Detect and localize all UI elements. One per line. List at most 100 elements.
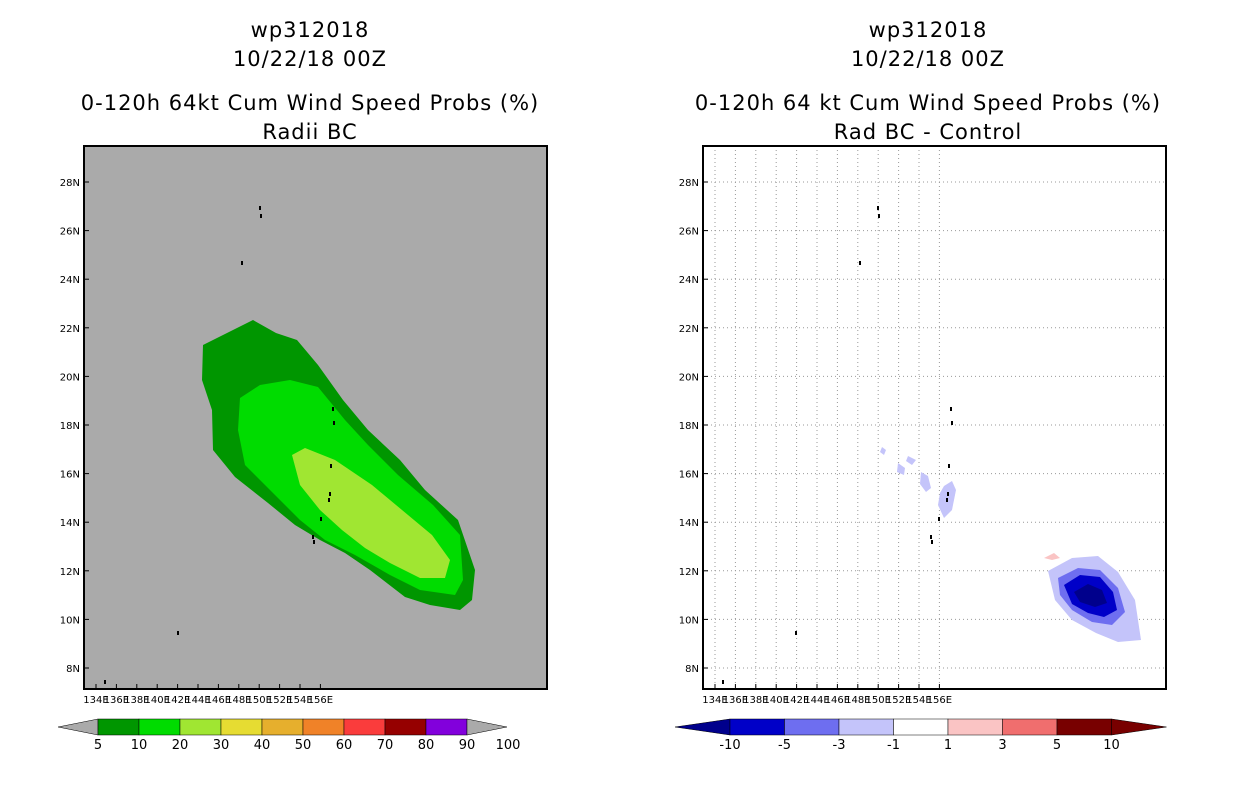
lat-tick-label: 22N xyxy=(679,324,699,335)
lat-tick-label: 8N xyxy=(685,664,699,675)
colorbar-label: -3 xyxy=(833,738,846,753)
lon-tick-label: 134E xyxy=(702,695,727,706)
left-colorbar: 5 10 20 30 40 50 60 70 80 90 100 xyxy=(57,718,521,753)
island xyxy=(946,498,948,502)
right-difference-map: 134E136E138E140E142E144E146E148E150E152E… xyxy=(679,145,1167,706)
colorbar-label: -1 xyxy=(887,738,900,753)
island-markers xyxy=(104,206,335,684)
island xyxy=(328,498,330,502)
colorbar-label: 1 xyxy=(944,738,952,753)
lon-tick-label: 156E xyxy=(927,695,952,706)
lat-tick-label: 12N xyxy=(679,567,699,578)
colorbar-label: 5 xyxy=(94,738,102,753)
lat-tick-label: 20N xyxy=(679,372,699,383)
colorbar-label: 10 xyxy=(1103,738,1120,753)
lon-tick-label: 150E xyxy=(246,695,271,706)
lat-tick-label: 26N xyxy=(60,227,80,238)
colorbar-box xyxy=(1002,718,1058,736)
island xyxy=(332,407,334,411)
lon-tick-label: 152E xyxy=(886,695,911,706)
island xyxy=(948,464,950,468)
lon-tick-label: 148E xyxy=(226,695,251,706)
lat-tick-label: 24N xyxy=(679,275,699,286)
dotted-grid xyxy=(703,146,1166,689)
right-colorbar: -10 -5 -3 -1 1 3 5 10 xyxy=(674,718,1167,753)
colorbar-label: 50 xyxy=(295,738,312,753)
island xyxy=(241,261,243,265)
colorbar-right-arrow xyxy=(466,718,508,736)
colorbar-left-arrow xyxy=(57,718,99,736)
colorbar-label: -10 xyxy=(719,738,740,753)
lon-tick-label: 154E xyxy=(287,695,312,706)
lon-tick-label: 156E xyxy=(308,695,333,706)
lat-tick-label: 18N xyxy=(679,421,699,432)
island xyxy=(931,540,933,544)
island xyxy=(930,535,932,539)
island xyxy=(312,535,314,539)
island xyxy=(329,492,331,496)
colorbar-label: 90 xyxy=(459,738,476,753)
axis-ticks: 134E136E138E140E142E144E146E148E150E152E… xyxy=(679,178,952,706)
island xyxy=(877,206,879,210)
map-frame xyxy=(702,145,1167,690)
colorbar-box xyxy=(343,718,386,736)
lon-tick-label: 144E xyxy=(804,695,829,706)
colorbar-label: 60 xyxy=(336,738,353,753)
lon-tick-label: 136E xyxy=(723,695,748,706)
colorbar-box xyxy=(384,718,427,736)
diff-blob-small-2 xyxy=(897,463,905,475)
lat-tick-label: 14N xyxy=(60,518,80,529)
lon-tick-label: 142E xyxy=(165,695,190,706)
island xyxy=(320,517,322,521)
lat-tick-label: 28N xyxy=(679,178,699,189)
island xyxy=(333,421,335,425)
lat-tick-label: 16N xyxy=(60,470,80,481)
colorbar-label: 100 xyxy=(496,738,521,753)
lat-tick-label: 10N xyxy=(679,615,699,626)
island xyxy=(104,680,106,684)
island xyxy=(947,492,949,496)
colorbar-box xyxy=(893,718,949,736)
colorbar-box xyxy=(425,718,468,736)
island xyxy=(878,214,880,218)
left-storm-id: wp312018 xyxy=(250,18,370,42)
colorbar-box xyxy=(947,718,1003,736)
lat-tick-label: 18N xyxy=(60,421,80,432)
lon-tick-label: 138E xyxy=(124,695,149,706)
lat-tick-label: 16N xyxy=(679,470,699,481)
colorbar-label: 30 xyxy=(213,738,230,753)
colorbar-box xyxy=(302,718,345,736)
colorbar-label: 3 xyxy=(998,738,1006,753)
diff-contour-minus10 xyxy=(1074,584,1107,607)
right-product-title: 0-120h 64 kt Cum Wind Speed Probs (%) xyxy=(694,91,1162,115)
left-subtitle: Radii BC xyxy=(262,120,358,144)
colorbar-box xyxy=(784,718,840,736)
lon-tick-label: 134E xyxy=(83,695,108,706)
diff-blob-small-3 xyxy=(906,456,916,465)
colorbar-box xyxy=(261,718,304,736)
axis-ticks: 134E136E138E140E142E144E146E148E150E152E… xyxy=(60,178,333,706)
colorbar-label: 10 xyxy=(131,738,148,753)
island xyxy=(259,206,261,210)
lat-tick-label: 12N xyxy=(60,567,80,578)
colorbar-right-arrow xyxy=(1111,718,1167,736)
colorbar-box xyxy=(179,718,222,736)
colorbar-label: 20 xyxy=(172,738,189,753)
colorbar-box xyxy=(838,718,894,736)
prob-contour-20pct xyxy=(292,448,450,578)
lon-tick-label: 146E xyxy=(206,695,231,706)
island xyxy=(795,631,797,635)
colorbar-label: 80 xyxy=(418,738,435,753)
diff-blob-positive xyxy=(1044,553,1060,560)
diff-blob-small-4 xyxy=(920,472,931,492)
right-datetime: 10/22/18 00Z xyxy=(850,47,1006,71)
colorbar-label: 5 xyxy=(1053,738,1061,753)
lat-tick-label: 28N xyxy=(60,178,80,189)
island xyxy=(951,421,953,425)
island xyxy=(722,680,724,684)
island-markers xyxy=(722,206,953,684)
lat-tick-label: 24N xyxy=(60,275,80,286)
island xyxy=(260,214,262,218)
lon-tick-label: 146E xyxy=(825,695,850,706)
right-storm-id: wp312018 xyxy=(868,18,988,42)
